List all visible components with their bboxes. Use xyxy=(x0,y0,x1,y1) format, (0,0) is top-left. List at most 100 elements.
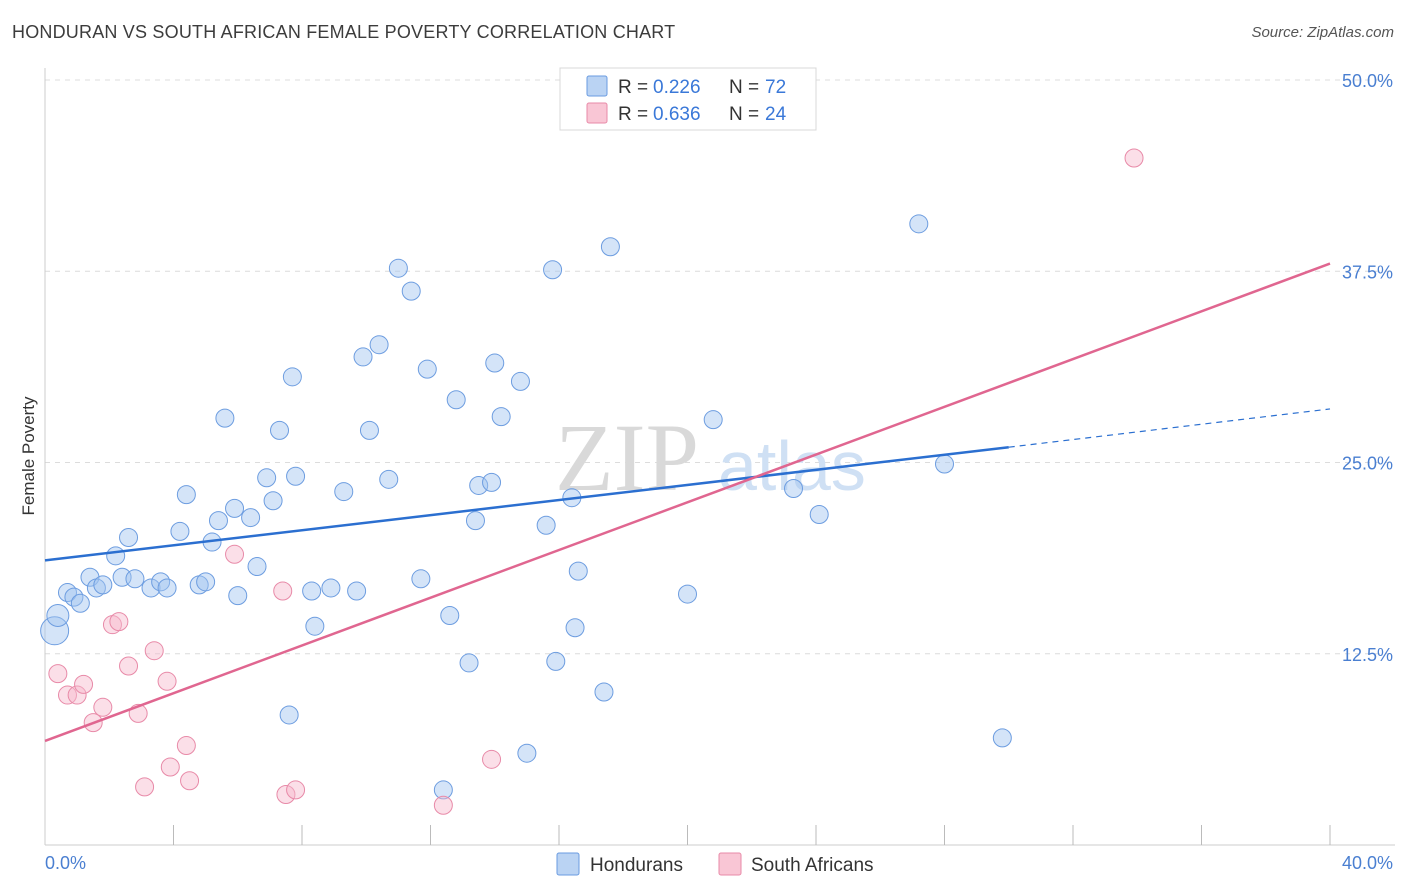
point-hondurans xyxy=(809,505,829,525)
point-hondurans xyxy=(379,469,399,489)
y-tick-label: 37.5% xyxy=(1342,262,1393,282)
x-tick-label-min: 0.0% xyxy=(45,853,86,873)
point-south-africans xyxy=(157,671,177,691)
point-hondurans xyxy=(600,237,620,257)
trendline-south-africans xyxy=(44,262,1331,743)
point-south-africans xyxy=(57,685,77,705)
point-hondurans xyxy=(543,260,563,280)
point-hondurans xyxy=(388,258,408,278)
point-hondurans xyxy=(225,498,245,518)
fit-layer xyxy=(44,262,1331,743)
source-label: Source: ZipAtlas.com xyxy=(1251,24,1394,41)
point-hondurans xyxy=(106,546,126,566)
point-south-africans xyxy=(93,697,113,717)
point-hondurans xyxy=(446,390,466,410)
point-south-africans xyxy=(482,749,502,769)
point-hondurans xyxy=(170,521,190,541)
legend-n-value-hondurans: 72 xyxy=(765,77,786,98)
point-south-africans xyxy=(180,771,200,791)
y-tick-label: 25.0% xyxy=(1342,454,1393,474)
point-hondurans xyxy=(909,214,929,234)
point-south-africans xyxy=(286,780,306,800)
point-hondurans xyxy=(935,454,954,474)
point-hondurans xyxy=(703,410,723,430)
point-hondurans xyxy=(302,581,322,601)
point-south-africans xyxy=(176,736,196,756)
point-hondurans xyxy=(247,557,267,577)
point-south-africans xyxy=(144,641,164,661)
axes-layer xyxy=(44,68,1395,846)
point-south-africans xyxy=(119,656,139,676)
point-south-africans xyxy=(135,777,155,797)
point-hondurans xyxy=(485,353,505,373)
point-south-africans xyxy=(1124,148,1144,168)
point-hondurans xyxy=(440,606,460,625)
point-hondurans xyxy=(93,575,113,595)
point-south-africans xyxy=(109,612,129,632)
point-hondurans xyxy=(510,371,530,391)
legend-n-label-south-africans: N = xyxy=(729,104,759,125)
point-hondurans xyxy=(270,420,290,440)
legend-swatch-south-africans xyxy=(586,102,608,124)
point-hondurans xyxy=(417,359,437,379)
bottom-legend: Hondurans South Africans xyxy=(556,852,874,876)
point-hondurans xyxy=(369,335,389,355)
point-hondurans xyxy=(286,466,306,486)
point-hondurans xyxy=(241,508,261,528)
bottom-legend-label-south-africans: South Africans xyxy=(751,855,874,876)
point-hondurans xyxy=(353,347,373,367)
point-hondurans xyxy=(279,705,299,725)
point-hondurans xyxy=(70,593,90,613)
point-hondurans xyxy=(469,475,489,495)
point-hondurans xyxy=(141,578,161,598)
point-hondurans xyxy=(334,482,354,502)
legend-r-label-hondurans: R = xyxy=(618,77,648,98)
point-hondurans xyxy=(46,604,70,627)
point-hondurans xyxy=(321,578,341,598)
point-hondurans xyxy=(565,618,585,638)
trendline-hondurans xyxy=(44,445,1009,562)
point-hondurans xyxy=(282,367,302,387)
point-hondurans xyxy=(517,743,537,763)
point-south-africans xyxy=(74,674,94,694)
point-hondurans xyxy=(459,653,479,673)
legend-n-label-hondurans: N = xyxy=(729,77,759,98)
point-hondurans xyxy=(257,468,277,488)
point-south-africans xyxy=(160,757,180,777)
bottom-legend-swatch-south-africans xyxy=(718,852,742,876)
point-hondurans xyxy=(305,616,325,636)
point-hondurans xyxy=(784,479,804,499)
point-hondurans xyxy=(40,616,70,646)
chart-title: HONDURAN VS SOUTH AFRICAN FEMALE POVERTY… xyxy=(12,22,676,42)
point-hondurans xyxy=(465,511,485,531)
point-hondurans xyxy=(546,651,566,671)
point-hondurans xyxy=(196,572,216,592)
point-hondurans xyxy=(347,581,367,601)
point-hondurans xyxy=(992,728,1012,748)
legend-n-value-south-africans: 24 xyxy=(765,104,787,125)
point-hondurans xyxy=(157,578,177,598)
point-south-africans xyxy=(67,685,87,705)
y-axis-title: Female Poverty xyxy=(19,396,38,516)
point-hondurans xyxy=(119,527,139,547)
point-south-africans xyxy=(225,544,245,564)
bottom-legend-swatch-hondurans xyxy=(556,852,580,876)
legend-r-value-hondurans: 0.226 xyxy=(653,77,701,98)
trendline-hondurans-extension xyxy=(1008,408,1331,448)
point-hondurans xyxy=(411,569,431,589)
point-south-africans xyxy=(273,581,293,601)
legend: R = 0.226 N = 72 R = 0.636 N = 24 xyxy=(559,67,817,131)
point-south-africans xyxy=(433,795,453,815)
legend-r-label-south-africans: R = xyxy=(618,104,648,125)
point-hondurans xyxy=(482,472,502,492)
point-hondurans xyxy=(401,281,421,301)
point-hondurans xyxy=(568,561,588,581)
point-hondurans xyxy=(594,682,614,702)
point-south-africans xyxy=(276,785,296,805)
points-layer xyxy=(40,148,1144,815)
point-hondurans xyxy=(433,780,453,800)
point-hondurans xyxy=(208,511,228,531)
point-hondurans xyxy=(125,569,145,589)
legend-swatch-hondurans xyxy=(586,75,608,97)
